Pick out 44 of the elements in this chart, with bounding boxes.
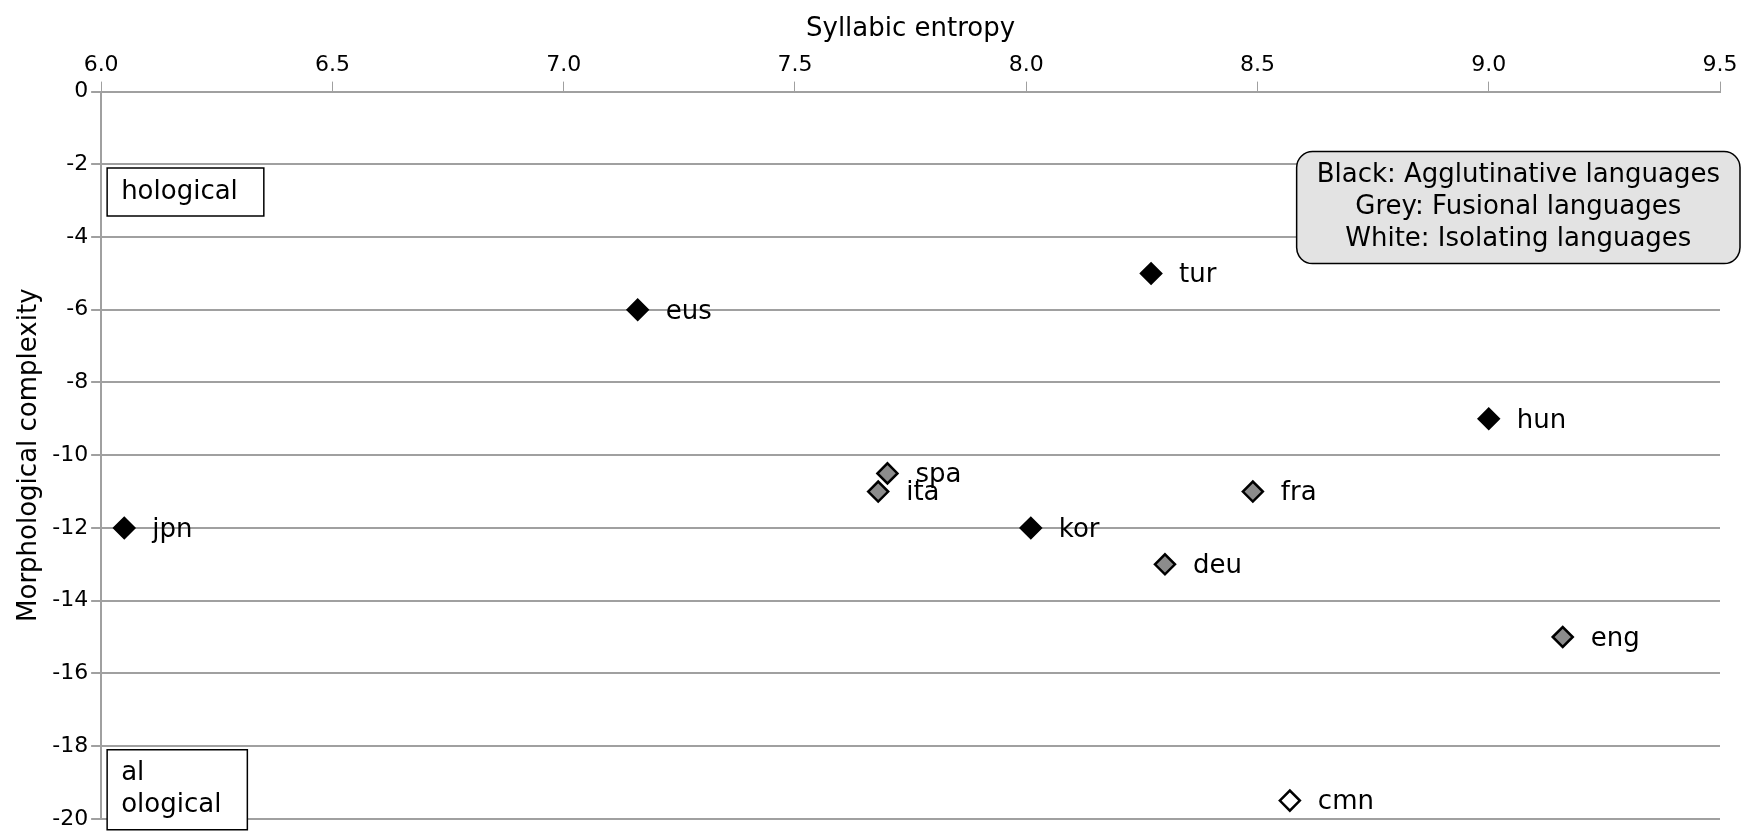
annotation: eng — [1590, 621, 1640, 652]
point — [876, 462, 899, 485]
annotation: Black: Agglutinative languages Grey: Fusional languages White: Isolating languages — [1316, 158, 1720, 253]
annotation: fra — [1280, 476, 1317, 507]
annotation: eus — [665, 294, 712, 325]
point — [1139, 262, 1163, 285]
annotation: hological — [121, 174, 238, 205]
x-tick-label: 8.5 — [1239, 51, 1275, 77]
point — [1019, 516, 1043, 540]
x-tick-label: 7.5 — [777, 51, 813, 77]
annotation: hun — [1516, 403, 1567, 434]
point — [1551, 625, 1574, 649]
y-tick-label: -4 — [66, 222, 89, 248]
annotation: deu — [1192, 549, 1242, 580]
y-tick-label: -8 — [66, 368, 89, 394]
point — [626, 298, 649, 322]
y-tick-label: -10 — [52, 440, 89, 466]
point — [1477, 407, 1500, 431]
point — [1241, 480, 1265, 503]
x-tick-label: 6.5 — [314, 51, 350, 77]
annotation: cmn — [1317, 785, 1374, 816]
point — [1278, 789, 1302, 812]
y-tick-label: -20 — [52, 804, 89, 830]
y-tick-label: -16 — [52, 659, 89, 685]
point — [866, 480, 890, 503]
y-tick-label: -18 — [52, 731, 89, 757]
point — [113, 516, 136, 540]
x-tick-label: 9.0 — [1471, 51, 1507, 77]
annotation: kor — [1058, 512, 1100, 543]
x-tick-label: 6.0 — [83, 51, 119, 77]
point — [1153, 553, 1177, 576]
y-tick-label: 0 — [74, 77, 89, 103]
y-tick-label: -6 — [66, 295, 89, 321]
x-axis-title: Syllabic entropy — [805, 12, 1016, 43]
annotation: jpn — [151, 512, 193, 543]
x-tick-label: 8.0 — [1008, 51, 1044, 77]
y-tick-label: -14 — [52, 586, 89, 612]
y-tick-label: -12 — [52, 513, 89, 539]
annotation: tur — [1179, 258, 1217, 289]
annotation: al ological — [121, 756, 222, 819]
x-tick-label: 9.5 — [1702, 51, 1738, 77]
y-axis-title: Morphological complexity — [12, 288, 43, 622]
y-tick-label: -2 — [66, 150, 89, 176]
x-tick-label: 7.0 — [546, 51, 582, 77]
